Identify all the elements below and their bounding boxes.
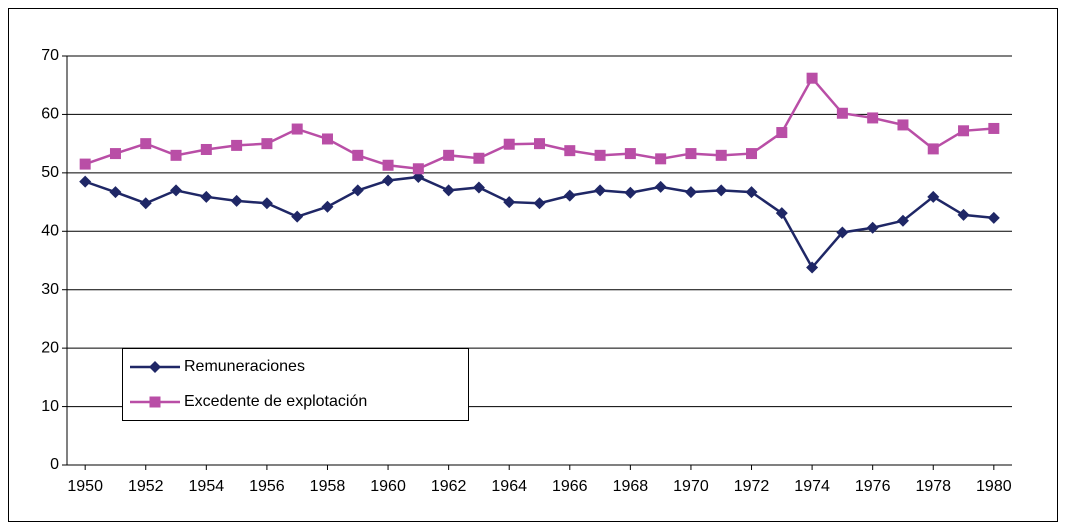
marker (655, 153, 667, 165)
marker (745, 186, 758, 199)
marker (382, 159, 394, 171)
y-tick-label: 20 (41, 339, 59, 356)
marker (231, 139, 243, 151)
x-tick-label: 1958 (310, 478, 346, 495)
marker (443, 149, 455, 161)
legend-marker (149, 396, 161, 408)
marker (230, 194, 243, 207)
x-tick-label: 1980 (976, 478, 1012, 495)
x-tick-label: 1962 (431, 478, 467, 495)
y-tick-label: 0 (50, 456, 59, 473)
marker (957, 208, 970, 221)
marker (291, 210, 304, 223)
marker (927, 143, 939, 155)
x-tick-label: 1964 (491, 478, 527, 495)
marker (351, 184, 364, 197)
legend-box (122, 348, 469, 421)
marker (866, 221, 879, 234)
marker (534, 138, 545, 150)
x-tick-label: 1954 (189, 478, 225, 495)
marker (533, 197, 546, 210)
marker (685, 148, 697, 160)
marker (412, 163, 424, 175)
marker (806, 261, 819, 274)
x-tick-label: 1952 (128, 478, 164, 495)
marker (260, 197, 273, 210)
x-tick-label: 1972 (734, 478, 770, 495)
marker (563, 189, 576, 202)
legend-label: Remuneraciones (184, 358, 305, 375)
marker (684, 186, 697, 199)
y-tick-label: 30 (41, 281, 59, 298)
marker (261, 138, 273, 150)
legend: Remuneraciones Excedente de explotación (122, 348, 469, 421)
marker (806, 72, 818, 84)
x-tick-label: 1976 (855, 478, 891, 495)
marker (896, 214, 909, 227)
marker (746, 148, 758, 160)
marker (170, 149, 182, 161)
y-tick-label: 60 (41, 106, 59, 123)
marker (775, 207, 788, 220)
marker (473, 152, 485, 164)
x-tick-label: 1978 (915, 478, 951, 495)
marker (867, 112, 879, 124)
x-tick-label: 1966 (552, 478, 588, 495)
marker (624, 148, 636, 160)
marker (958, 125, 970, 137)
x-tick-label: 1970 (673, 478, 709, 495)
marker (442, 184, 455, 197)
marker (927, 190, 940, 203)
marker (776, 127, 788, 139)
marker (715, 149, 727, 161)
marker (654, 180, 667, 193)
marker (321, 200, 334, 213)
marker (624, 186, 637, 199)
marker (564, 145, 576, 157)
marker (139, 197, 152, 210)
x-tick-label: 1956 (249, 478, 285, 495)
x-tick-label: 1974 (794, 478, 830, 495)
marker (594, 149, 606, 161)
marker (897, 119, 909, 131)
marker (291, 123, 303, 135)
marker (321, 133, 333, 145)
marker (503, 196, 516, 209)
marker (836, 107, 848, 119)
marker (836, 226, 849, 239)
marker (170, 184, 183, 197)
marker (988, 122, 1000, 134)
marker (109, 148, 121, 160)
marker (200, 190, 213, 203)
marker (715, 184, 728, 197)
marker (382, 174, 395, 187)
marker (79, 158, 91, 170)
x-tick-label: 1960 (370, 478, 406, 495)
legend-marker (149, 361, 161, 373)
marker (109, 186, 122, 199)
marker (79, 175, 92, 188)
marker (200, 143, 212, 155)
marker (140, 138, 152, 150)
x-tick-label: 1950 (67, 478, 103, 495)
legend-label: Excedente de explotación (184, 393, 367, 410)
marker (352, 149, 364, 161)
x-tick-label: 1968 (613, 478, 649, 495)
marker (594, 184, 607, 197)
y-tick-label: 50 (41, 164, 59, 181)
marker (472, 181, 485, 194)
marker (503, 138, 515, 150)
y-tick-label: 70 (41, 47, 59, 64)
chart-border (8, 8, 1058, 522)
marker (987, 211, 1000, 224)
y-tick-label: 40 (41, 223, 59, 240)
y-tick-label: 10 (41, 398, 59, 415)
